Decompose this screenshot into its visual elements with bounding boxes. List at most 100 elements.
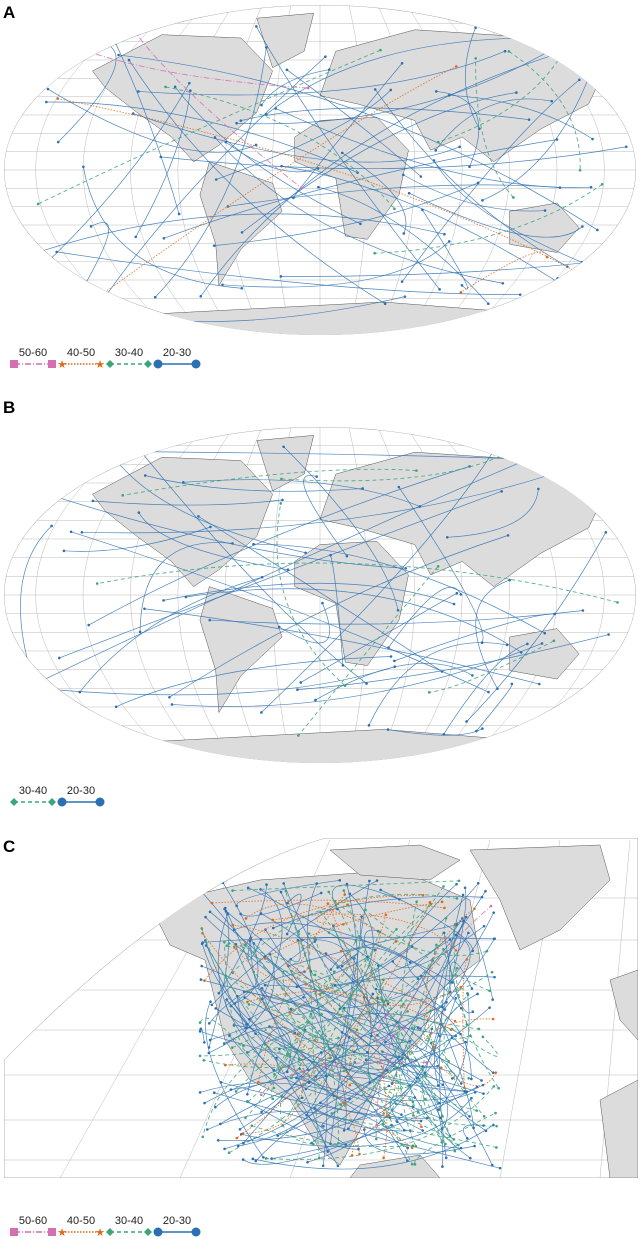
- route-20-30: [200, 979, 456, 1037]
- route-20-30: [456, 920, 494, 1000]
- route-endpoint: [470, 1077, 473, 1081]
- route-endpoint: [228, 1034, 231, 1037]
- route-30-40: [37, 49, 381, 205]
- route-20-30: [330, 880, 370, 1144]
- route-endpoint: [461, 893, 465, 897]
- legend-c: 50-60 40-50★ ★ 30-40 20-30: [10, 1215, 201, 1239]
- route-30-40: [232, 893, 458, 974]
- route-endpoint: [557, 285, 560, 289]
- route-20-30: [115, 43, 180, 215]
- route-endpoint: [245, 1000, 249, 1004]
- route-endpoint: [624, 145, 628, 149]
- route-endpoint: [360, 915, 363, 918]
- route-endpoint: [468, 1115, 471, 1118]
- route-30-40: [285, 890, 358, 1031]
- route-endpoint: [223, 906, 227, 910]
- route-endpoint: [519, 651, 523, 654]
- route-20-30: [139, 542, 233, 632]
- route-endpoint: [436, 565, 440, 568]
- route-endpoint: [473, 907, 476, 911]
- route-endpoint: [263, 957, 267, 960]
- route-20-30: [337, 953, 358, 968]
- route-endpoint: [463, 1086, 466, 1090]
- route-endpoint: [490, 970, 494, 974]
- route-endpoint: [246, 886, 250, 890]
- route-endpoint: [289, 1007, 293, 1011]
- legend-item-30-40: 30-40: [10, 785, 56, 806]
- route-20-30: [226, 999, 256, 1034]
- route-endpoint: [284, 889, 288, 893]
- legend-label: 30-40: [115, 347, 143, 359]
- route-endpoint: [474, 26, 477, 30]
- route-40-50: [204, 894, 423, 981]
- legend-marker-circle-icon: [191, 359, 201, 369]
- route-endpoint: [21, 288, 25, 292]
- route-endpoint: [387, 1114, 391, 1117]
- route-endpoint: [434, 148, 438, 152]
- route-endpoint: [427, 691, 431, 694]
- route-endpoint: [415, 1076, 419, 1080]
- route-40-50: [264, 901, 443, 959]
- route-endpoint: [138, 630, 142, 634]
- route-20-30: [475, 579, 510, 689]
- route-endpoint: [209, 525, 212, 529]
- route-endpoint: [55, 250, 58, 254]
- route-endpoint: [419, 1027, 422, 1030]
- route-endpoint: [82, 165, 85, 169]
- route-endpoint: [131, 27, 135, 31]
- route-20-30: [211, 880, 378, 1006]
- route-20-30: [144, 608, 540, 685]
- landmass-australia: [509, 628, 580, 680]
- route-20-30: [388, 586, 462, 648]
- route-endpoint: [365, 682, 368, 685]
- route-endpoint: [407, 191, 411, 195]
- route-endpoint: [114, 42, 118, 45]
- route-endpoint: [260, 711, 263, 714]
- route-endpoint: [227, 1151, 231, 1155]
- route-endpoint: [235, 1136, 239, 1140]
- route-endpoint: [35, 690, 39, 694]
- route-endpoint: [498, 1166, 502, 1170]
- route-endpoint: [247, 1017, 251, 1021]
- route-20-30: [205, 1001, 264, 1158]
- route-endpoint: [401, 173, 405, 177]
- route-endpoint: [473, 1090, 477, 1094]
- route-endpoint: [492, 1123, 495, 1127]
- route-endpoint: [208, 618, 212, 622]
- route-endpoint: [188, 81, 191, 85]
- route-20-30: [261, 69, 330, 106]
- legend-marker-square-icon: [48, 360, 56, 368]
- route-endpoint: [336, 1164, 340, 1168]
- route-endpoint: [459, 593, 463, 596]
- route-endpoint: [581, 225, 584, 228]
- landmass-antarctica: [35, 301, 605, 335]
- route-20-30: [218, 884, 267, 994]
- route-endpoint: [321, 601, 324, 605]
- route-20-30: [163, 582, 455, 605]
- route-endpoint: [224, 974, 228, 978]
- route-20-30: [240, 892, 322, 917]
- route-endpoint: [277, 625, 281, 629]
- route-endpoint: [247, 1003, 251, 1006]
- route-20-30: [88, 466, 470, 626]
- route-20-30: [216, 89, 391, 180]
- legend-marker-circle-icon: [153, 359, 163, 369]
- legend-label: 50-60: [19, 1215, 47, 1227]
- route-endpoint: [224, 1063, 227, 1067]
- route-endpoint: [214, 1007, 217, 1010]
- route-endpoint: [333, 983, 337, 987]
- route-endpoint: [518, 444, 521, 448]
- route-20-30: [115, 656, 392, 708]
- route-endpoint: [198, 1091, 202, 1094]
- route-endpoint: [177, 212, 181, 216]
- route-20-30: [280, 891, 328, 1166]
- route-30-40: [298, 566, 439, 736]
- route-20-30: [79, 576, 263, 693]
- route-endpoint: [466, 993, 470, 997]
- route-endpoint: [342, 922, 345, 926]
- route-20-30: [394, 613, 555, 662]
- route-endpoint: [481, 1035, 485, 1039]
- route-endpoint: [406, 1010, 409, 1013]
- route-endpoint: [214, 178, 218, 181]
- route-endpoint: [480, 1079, 483, 1082]
